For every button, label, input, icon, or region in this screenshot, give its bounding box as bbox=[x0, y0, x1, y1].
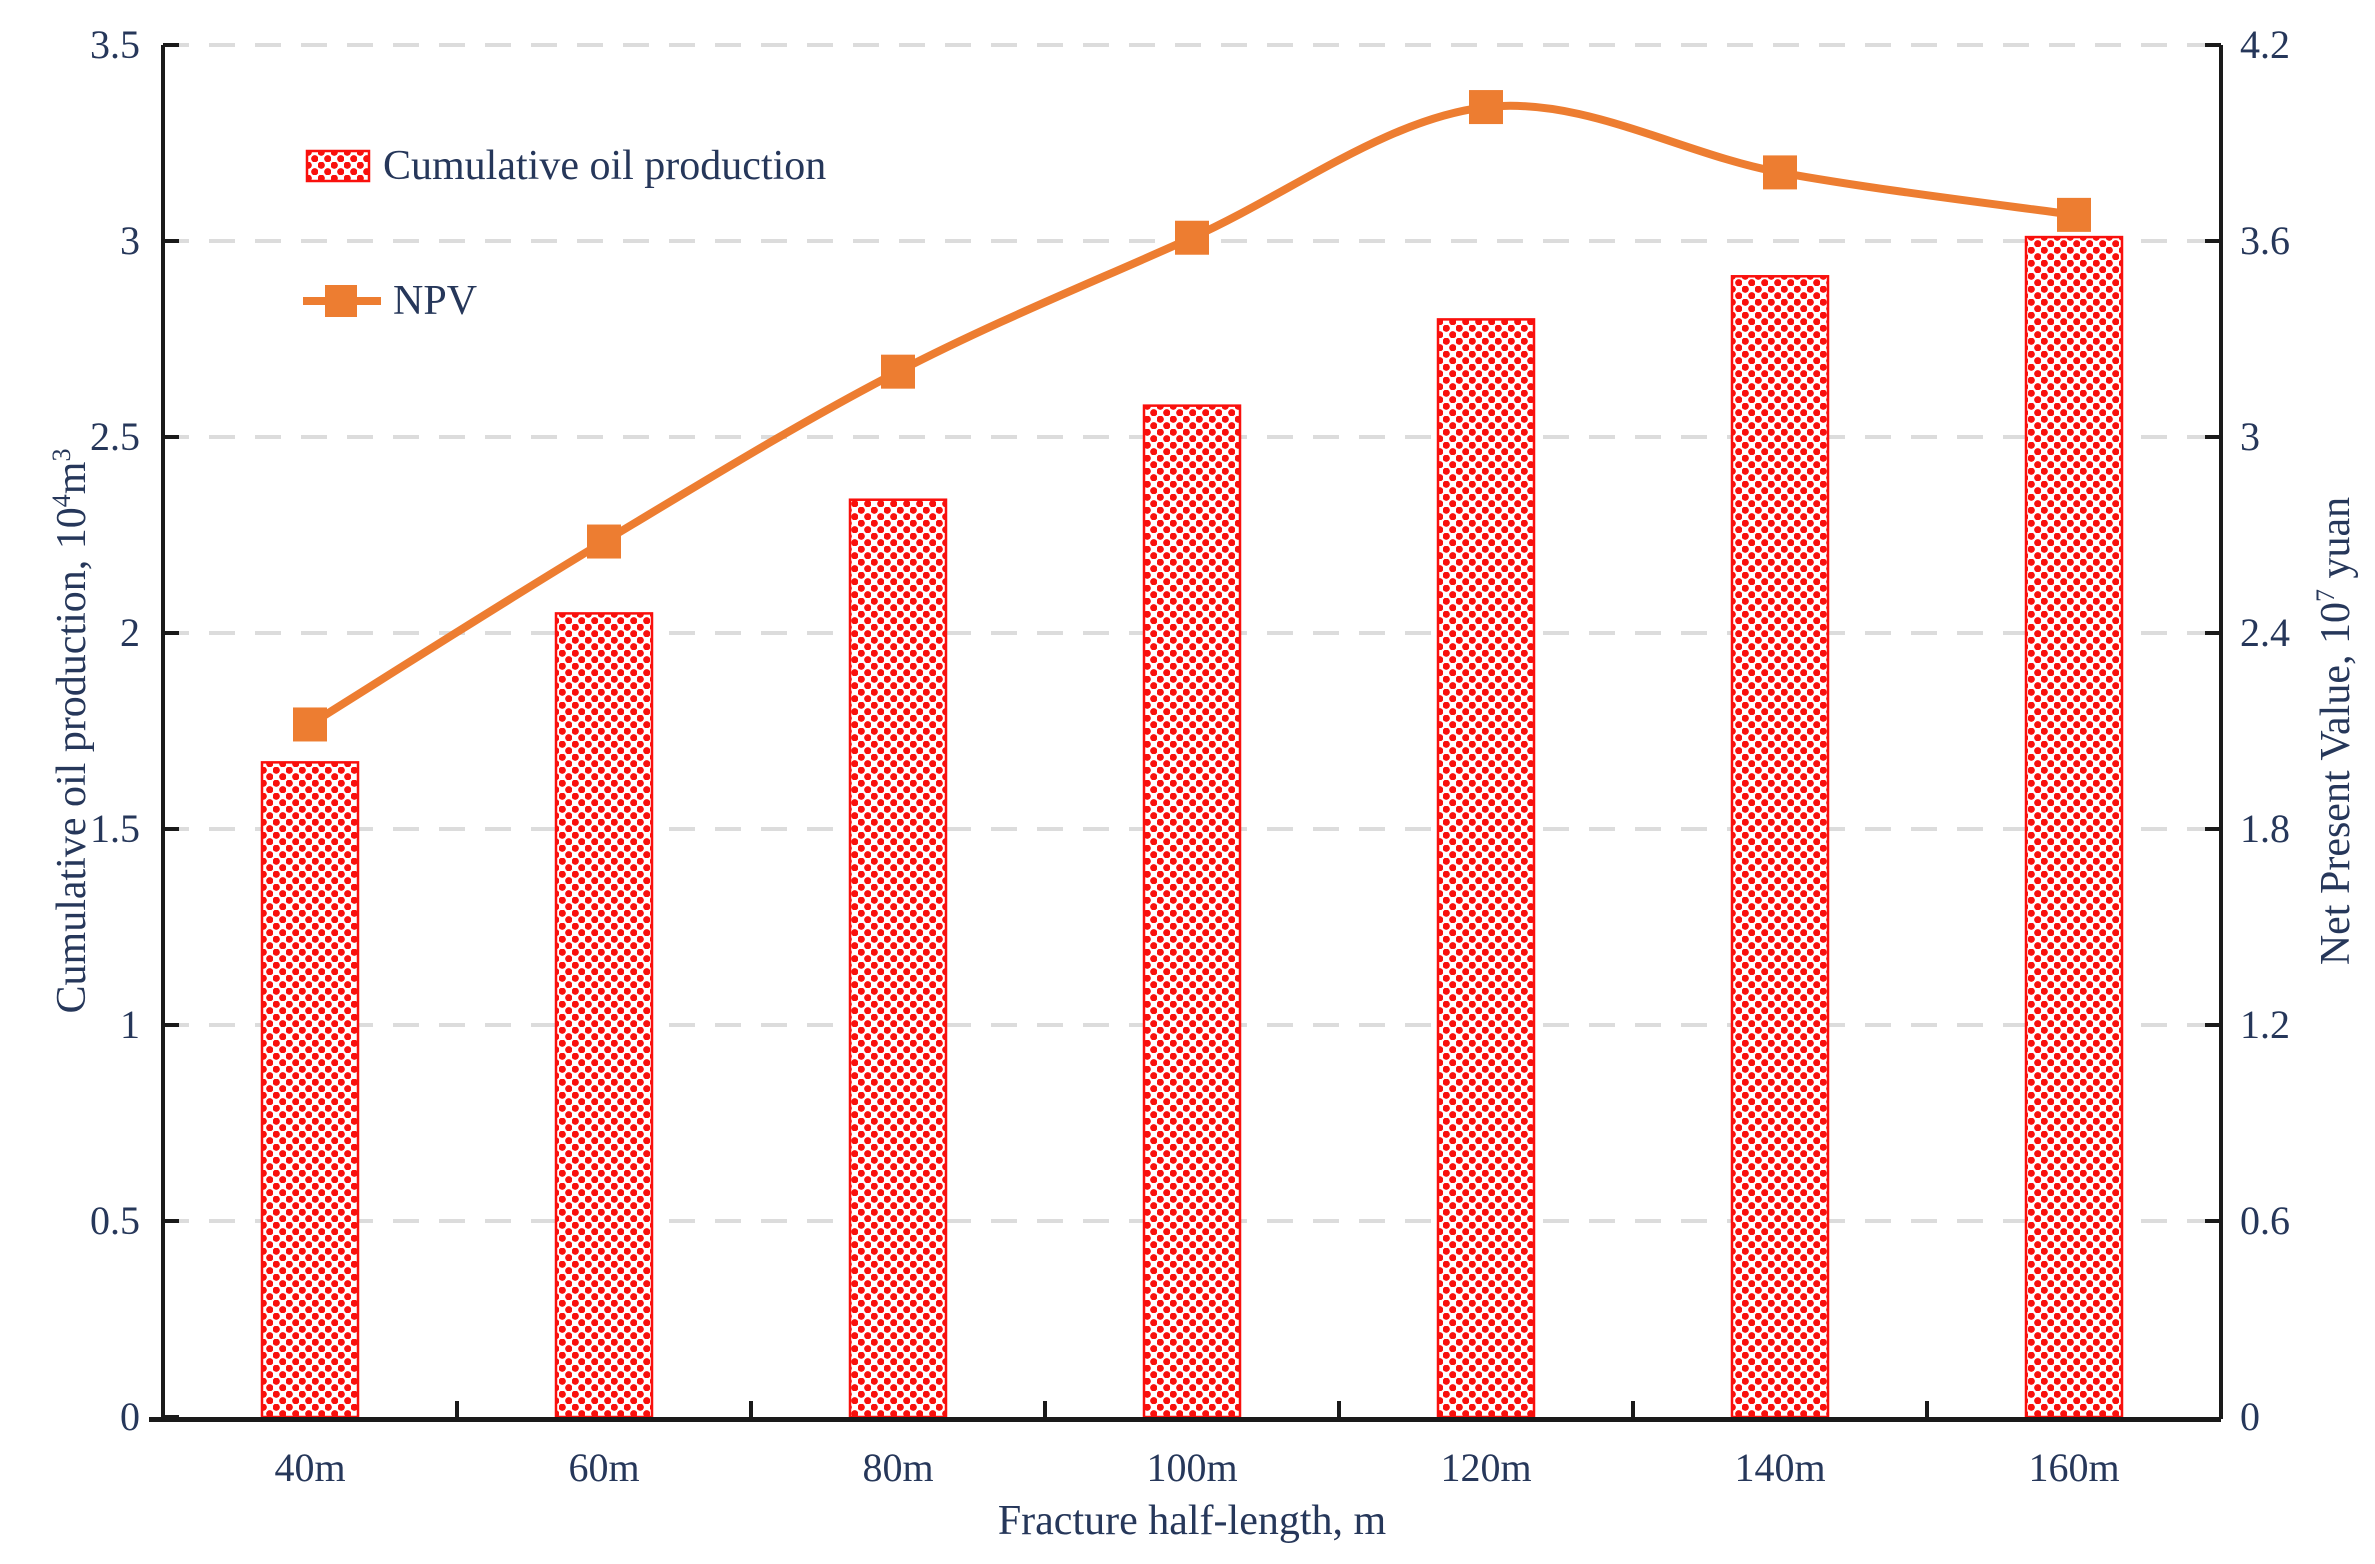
y-left-title-superscript-2: 3 bbox=[47, 448, 76, 462]
y-left-tick-label: 0 bbox=[120, 1394, 140, 1439]
x-tick-label: 80m bbox=[862, 1445, 934, 1490]
y-left-tick-label: 3.5 bbox=[90, 22, 140, 67]
y-left-title-superscript: 4 bbox=[47, 494, 76, 508]
bar-80m bbox=[848, 498, 948, 1419]
y-left-tick-label: 3 bbox=[120, 218, 140, 263]
y-right-title-superscript: 7 bbox=[2311, 588, 2340, 603]
y-right-tick-label: 3.6 bbox=[2240, 218, 2290, 263]
npv-marker-80m bbox=[881, 354, 915, 389]
y-left-tick-label: 0.5 bbox=[90, 1198, 140, 1243]
bar-pattern-swatch-icon bbox=[305, 149, 371, 183]
x-tick-label: 60m bbox=[568, 1445, 640, 1490]
y-axis-right-ticks: 4.2 3.6 3 2.4 1.8 1.2 0.6 0 bbox=[2240, 23, 2370, 1439]
bar-60m bbox=[554, 612, 654, 1419]
legend-label: NPV bbox=[393, 278, 478, 324]
y-right-title-text: Net Present Value, 10 bbox=[2313, 602, 2359, 966]
x-tick-label: 100m bbox=[1146, 1445, 1238, 1490]
y-right-tick-label: 3 bbox=[2240, 414, 2260, 459]
y-left-title-text: Cumulative oil production, 10 bbox=[49, 507, 95, 1014]
x-tick-label: 120m bbox=[1440, 1445, 1532, 1490]
legend-item-cumulative-oil: Cumulative oil production bbox=[305, 143, 826, 189]
bar-40m bbox=[260, 761, 360, 1419]
legend-item-npv: NPV bbox=[303, 278, 477, 324]
y-right-tick-label: 0 bbox=[2240, 1394, 2260, 1439]
y-left-tick-label: 2.5 bbox=[90, 414, 140, 459]
y-axis-left-title: Cumulative oil production, 104m3 bbox=[47, 448, 95, 1014]
x-tick-label: 140m bbox=[1734, 1445, 1826, 1490]
x-axis-labels: 40m 60m 80m 100m 120m 140m 160m bbox=[163, 1446, 2221, 1490]
y-left-tick-label: 1.5 bbox=[90, 806, 140, 851]
line-marker-swatch-icon bbox=[303, 285, 381, 317]
y-left-tick-label: 2 bbox=[120, 610, 140, 655]
y-axis-right-title: Net Present Value, 107 yuan bbox=[2311, 496, 2359, 966]
npv-marker-100m bbox=[1175, 220, 1209, 255]
npv-marker-140m bbox=[1763, 155, 1797, 190]
y-left-tick-label: 1 bbox=[120, 1002, 140, 1047]
bar-120m bbox=[1436, 318, 1536, 1419]
npv-marker-40m bbox=[293, 707, 327, 742]
y-right-tick-label: 1.8 bbox=[2240, 806, 2290, 851]
y-right-title-unit: yuan bbox=[2313, 496, 2359, 589]
x-tick-label: 40m bbox=[274, 1445, 346, 1490]
npv-marker-160m bbox=[2057, 197, 2091, 232]
y-left-title-unit: m bbox=[49, 461, 95, 495]
npv-marker-120m bbox=[1469, 90, 1503, 125]
y-axis-left-ticks: 3.5 3 2.5 2 1.5 1 0.5 0 bbox=[0, 23, 140, 1439]
y-right-tick-label: 1.2 bbox=[2240, 1002, 2290, 1047]
bar-140m bbox=[1730, 275, 1830, 1419]
npv-marker-60m bbox=[587, 524, 621, 559]
x-axis-title: Fracture half-length, m bbox=[997, 1498, 1387, 1544]
y-right-tick-label: 2.4 bbox=[2240, 610, 2290, 655]
y-right-tick-label: 0.6 bbox=[2240, 1198, 2290, 1243]
bar-160m bbox=[2024, 235, 2124, 1419]
bar-100m bbox=[1142, 404, 1242, 1419]
legend-label: Cumulative oil production bbox=[383, 143, 827, 189]
x-tick-label: 160m bbox=[2028, 1445, 2120, 1490]
y-right-tick-label: 4.2 bbox=[2240, 22, 2290, 67]
